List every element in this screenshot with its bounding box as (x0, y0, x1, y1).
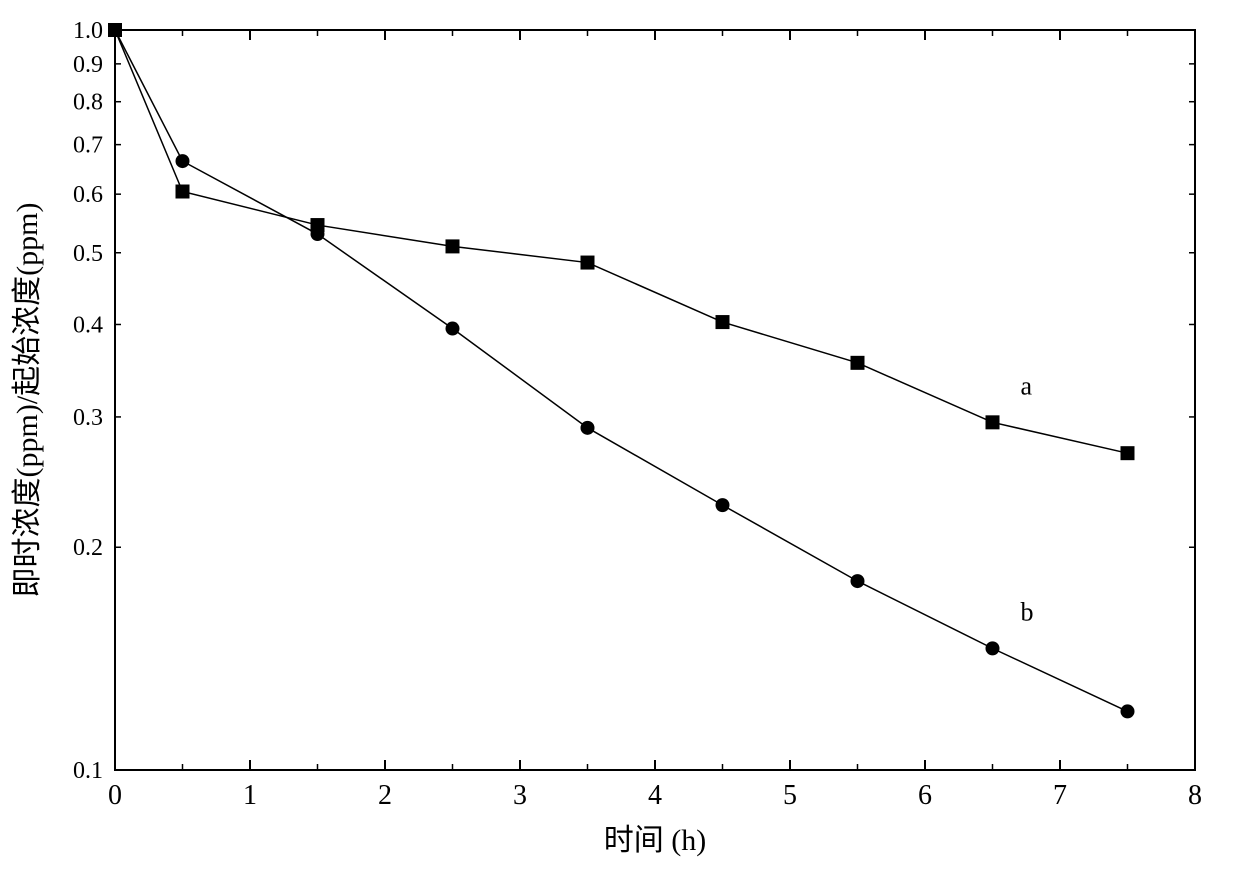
series-marker-a (176, 185, 190, 199)
y-tick-label: 1.0 (73, 18, 103, 44)
y-tick-label: 0.1 (73, 758, 103, 784)
series-marker-b (446, 322, 460, 336)
series-marker-b (716, 498, 730, 512)
series-marker-b (311, 227, 325, 241)
series-label-a: a (1021, 371, 1033, 400)
series-label-b: b (1021, 597, 1034, 626)
series-marker-b (108, 23, 122, 37)
chart-svg: 0 1 2 3 4 5 6 7 8 0.1 0.2 0.3 0.4 0.5 0.6 0.7 0.8 0.9 1.0 时… (0, 0, 1233, 891)
y-tick-label: 0.8 (73, 90, 103, 116)
series-line-b (115, 30, 1128, 711)
series-marker-a (716, 315, 730, 329)
x-tick-label: 0 (108, 780, 122, 811)
series-marker-a (851, 356, 865, 370)
series-marker-b (176, 154, 190, 168)
plot-frame (115, 30, 1195, 770)
x-tick-label: 6 (918, 780, 932, 811)
x-tick-label: 5 (783, 780, 797, 811)
y-tick-label: 0.2 (73, 535, 103, 561)
x-tick-label: 1 (243, 780, 257, 811)
series-marker-b (851, 574, 865, 588)
y-tick-label: 0.6 (73, 182, 103, 208)
y-tick-label: 0.7 (73, 133, 103, 159)
y-axis-title: 即时浓度(ppm)/起始浓度(ppm) (11, 203, 44, 598)
x-tick-label: 8 (1188, 780, 1202, 811)
series-marker-a (986, 415, 1000, 429)
series-marker-a (1121, 446, 1135, 460)
y-tick-label: 0.5 (73, 241, 103, 267)
series-marker-a (446, 239, 460, 253)
series-marker-b (986, 641, 1000, 655)
series-line-a (115, 30, 1128, 453)
x-tick-label: 3 (513, 780, 527, 811)
chart-container: 0 1 2 3 4 5 6 7 8 0.1 0.2 0.3 0.4 0.5 0.6 0.7 0.8 0.9 1.0 时… (0, 0, 1233, 891)
series-marker-b (1121, 704, 1135, 718)
series-marker-b (581, 421, 595, 435)
x-tick-label: 7 (1053, 780, 1067, 811)
x-tick-label: 2 (378, 780, 392, 811)
series-marker-a (581, 256, 595, 270)
x-tick-label: 4 (648, 780, 662, 811)
y-tick-label: 0.9 (73, 52, 103, 78)
y-tick-label: 0.4 (73, 312, 103, 338)
y-tick-label: 0.3 (73, 405, 103, 431)
x-axis-title: 时间 (h) (604, 824, 706, 857)
